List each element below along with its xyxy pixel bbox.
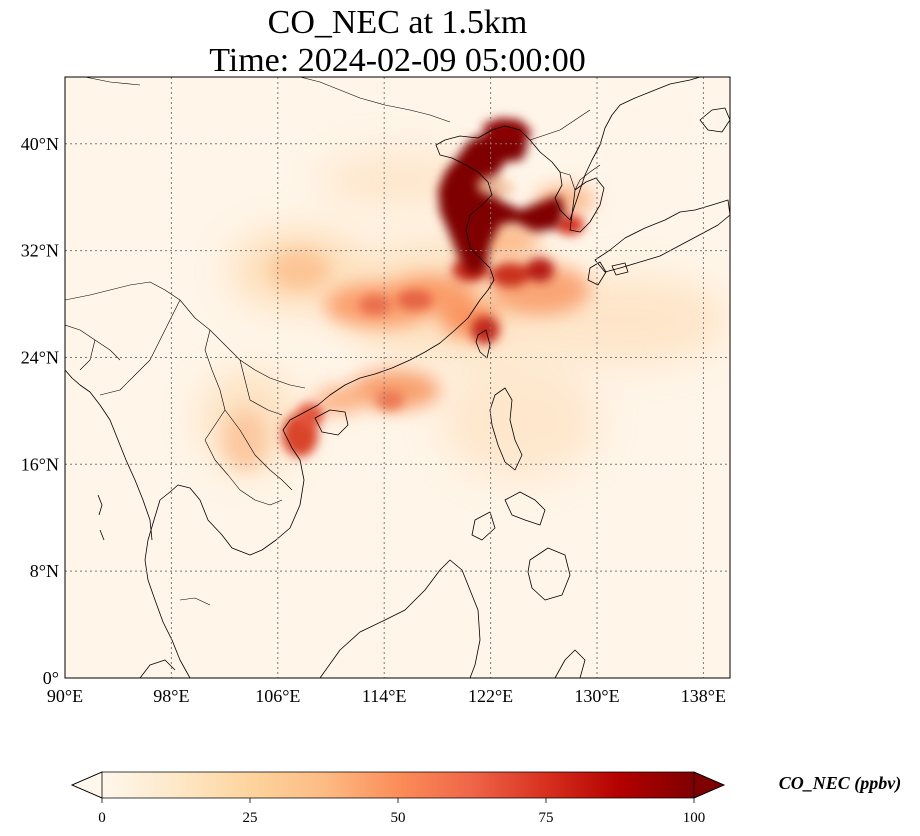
- concentration-field: [200, 118, 730, 480]
- gridlines: [65, 77, 730, 678]
- colorbar-tick-label: 100: [683, 810, 706, 826]
- colorbar-extend-low: [70, 771, 103, 799]
- lat-tick-label: 32°N: [21, 241, 59, 261]
- lon-tick-label: 106°E: [255, 686, 300, 706]
- map-area: [65, 77, 730, 678]
- colorbar-extend-high: [693, 771, 726, 799]
- colorbar-ticks: 0 25 50 75 100: [98, 798, 705, 826]
- colorbar-gradient: [102, 772, 694, 798]
- country-borders: [65, 77, 601, 606]
- lat-tick-label: 16°N: [21, 454, 59, 474]
- lon-tick-label: 90°E: [47, 686, 83, 706]
- colorbar: 0 25 50 75 100 CO_NEC (ppbv): [70, 771, 902, 826]
- coastlines: [65, 77, 730, 678]
- lon-tick-label: 130°E: [574, 686, 619, 706]
- map-frame: [64, 76, 731, 679]
- lon-tick-label: 114°E: [362, 686, 407, 706]
- colorbar-tick-label: 0: [98, 810, 106, 826]
- colorbar-tick-label: 75: [539, 810, 554, 826]
- lat-tick-label: 8°N: [30, 561, 59, 581]
- lat-tick-label: 40°N: [21, 134, 59, 154]
- colorbar-tick-label: 50: [391, 810, 406, 826]
- lat-tick-labels: 0° 8°N 16°N 24°N 32°N 40°N: [21, 134, 59, 688]
- colorbar-tick-label: 25: [243, 810, 258, 826]
- figure-title-line1: CO_NEC at 1.5km: [267, 4, 528, 41]
- colorbar-title: CO_NEC (ppbv): [779, 773, 902, 794]
- lon-tick-label: 122°E: [468, 686, 513, 706]
- lat-tick-label: 0°: [43, 668, 59, 688]
- lat-tick-label: 24°N: [21, 347, 59, 367]
- lon-tick-label: 138°E: [681, 686, 726, 706]
- figure-title-line2: Time: 2024-02-09 05:00:00: [209, 42, 586, 79]
- lon-tick-labels: 90°E 98°E 106°E 114°E 122°E 130°E 138°E: [47, 686, 726, 706]
- lon-tick-label: 98°E: [153, 686, 189, 706]
